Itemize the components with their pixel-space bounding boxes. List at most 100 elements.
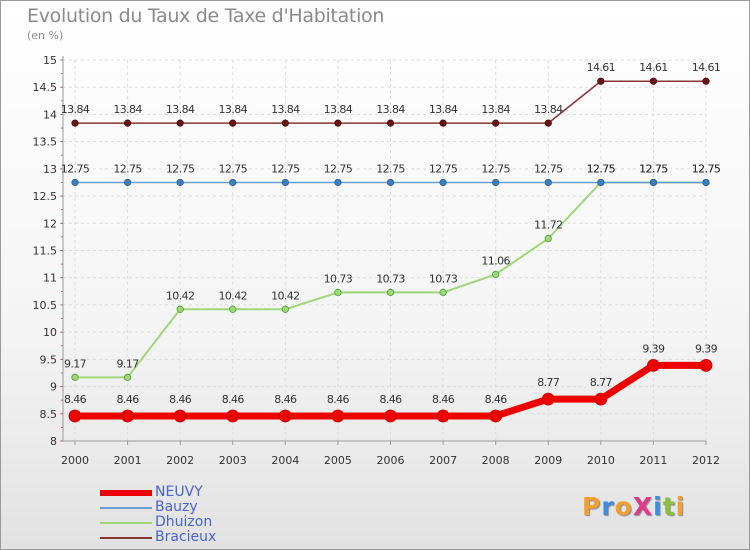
data-point-neuvy	[68, 409, 82, 423]
data-label-dhuizon: 10.73	[324, 272, 353, 285]
data-label-bauzy: 12.75	[376, 162, 405, 175]
data-point-bracieux	[702, 77, 710, 85]
data-label-bauzy: 12.75	[692, 162, 721, 175]
data-point-bracieux	[386, 119, 395, 127]
data-label-bracieux: 14.61	[587, 61, 616, 74]
data-point-dhuizon	[492, 270, 500, 279]
data-label-bauzy: 12.75	[324, 162, 353, 175]
data-label-neuvy: 8.46	[327, 393, 350, 406]
data-label-bauzy: 12.75	[219, 162, 248, 175]
x-tick-label: 2000	[61, 454, 89, 467]
data-label-bauzy: 12.75	[534, 162, 563, 175]
data-label-bracieux: 14.61	[639, 61, 668, 74]
unit-label: (en %)	[27, 29, 64, 42]
data-point-dhuizon	[386, 288, 395, 297]
x-tick-label: 2002	[166, 454, 194, 467]
data-label-dhuizon: 9.17	[117, 357, 140, 370]
data-label-neuvy: 8.46	[169, 393, 192, 406]
y-tick-label: 8	[50, 435, 57, 448]
data-label-bauzy: 12.75	[587, 162, 616, 175]
data-label-bauzy: 12.75	[113, 162, 142, 175]
legend-swatch	[100, 537, 152, 539]
data-point-bauzy	[439, 178, 447, 187]
data-label-dhuizon: 9.17	[64, 357, 87, 370]
data-label-bauzy: 12.75	[639, 162, 668, 175]
x-tick-label: 2006	[377, 454, 405, 467]
data-point-bracieux	[439, 119, 447, 127]
data-point-bauzy	[597, 178, 605, 187]
logo-letter: X	[632, 492, 654, 521]
y-tick-label: 10	[43, 326, 57, 339]
chart-title: Evolution du Taux de Taxe d'Habitation	[27, 5, 385, 27]
x-tick-label: 2009	[534, 454, 562, 467]
data-label-neuvy: 8.46	[64, 393, 87, 406]
y-tick-label: 12.5	[33, 190, 58, 203]
data-label-neuvy: 9.39	[695, 342, 718, 355]
data-point-dhuizon	[123, 373, 132, 381]
data-point-bracieux	[123, 119, 132, 127]
y-tick-label: 12	[43, 217, 57, 230]
data-label-dhuizon: 10.42	[219, 289, 248, 302]
y-tick-label: 13	[43, 163, 57, 176]
data-point-bauzy	[386, 178, 395, 187]
data-point-bauzy	[702, 178, 710, 187]
logo-letter: P	[582, 492, 602, 521]
logo-letter: i	[653, 492, 663, 521]
legend-label: Bracieux	[155, 529, 217, 545]
logo-letter: o	[614, 492, 633, 521]
data-point-neuvy	[594, 392, 608, 406]
data-label-bracieux: 13.84	[534, 103, 563, 116]
data-point-bracieux	[281, 119, 289, 127]
data-label-neuvy: 8.46	[485, 393, 508, 406]
data-label-bracieux: 13.84	[481, 103, 510, 116]
data-label-dhuizon: 10.73	[429, 272, 458, 285]
data-label-bracieux: 13.84	[271, 103, 300, 116]
data-point-bauzy	[649, 178, 658, 187]
data-label-bauzy: 12.75	[271, 162, 300, 175]
legend-swatch	[100, 490, 152, 496]
data-point-neuvy	[541, 392, 555, 406]
data-label-dhuizon: 12.75	[639, 162, 668, 175]
logo-letter: i	[675, 492, 686, 521]
data-point-neuvy	[331, 409, 345, 423]
data-point-neuvy	[699, 358, 713, 372]
data-label-bauzy: 12.75	[481, 162, 510, 175]
data-point-bauzy	[492, 178, 500, 187]
x-tick-label: 2004	[271, 454, 299, 467]
y-tick-label: 8.5	[40, 408, 58, 421]
data-point-neuvy	[226, 409, 240, 423]
data-point-bauzy	[544, 178, 552, 187]
data-point-neuvy	[173, 409, 187, 423]
data-label-bracieux: 13.84	[324, 103, 353, 116]
y-tick-label: 14.5	[33, 81, 58, 94]
data-point-bracieux	[176, 119, 184, 127]
x-tick-label: 2011	[639, 454, 667, 467]
data-point-dhuizon	[544, 234, 552, 243]
data-point-neuvy	[436, 409, 450, 423]
data-point-bracieux	[649, 77, 658, 85]
data-point-dhuizon	[334, 288, 342, 297]
data-point-neuvy	[121, 409, 134, 423]
x-tick-label: 2007	[429, 454, 457, 467]
proxiti-logo: ProXiti	[582, 492, 685, 521]
data-label-neuvy: 8.46	[274, 393, 297, 406]
data-point-bauzy	[123, 178, 132, 187]
y-tick-label: 13.5	[33, 136, 58, 149]
data-point-bauzy	[281, 178, 289, 187]
y-tick-label: 11.5	[33, 245, 58, 258]
data-point-neuvy	[647, 358, 660, 372]
data-label-dhuizon: 12.75	[692, 162, 721, 175]
y-tick-label: 15	[43, 54, 57, 67]
data-point-neuvy	[384, 409, 397, 423]
x-tick-label: 2008	[482, 454, 510, 467]
data-label-neuvy: 8.77	[590, 376, 613, 389]
data-point-bracieux	[492, 119, 500, 127]
data-label-dhuizon: 10.73	[376, 272, 405, 285]
legend-label: Bauzy	[155, 499, 198, 515]
data-label-neuvy: 8.77	[537, 376, 560, 389]
legend-label: NEUVY	[155, 484, 203, 500]
x-tick-label: 2010	[587, 454, 615, 467]
y-tick-label: 14	[43, 108, 57, 121]
